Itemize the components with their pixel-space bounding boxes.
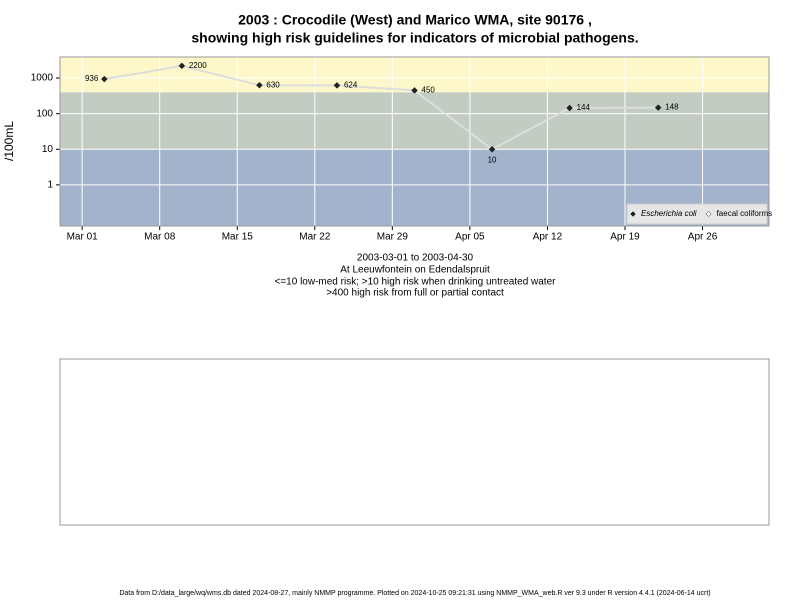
data-point bbox=[178, 62, 186, 70]
x-tick-label: Apr 05 bbox=[455, 232, 485, 243]
subtitle: <=10 low-med risk; >10 high risk when dr… bbox=[275, 277, 557, 288]
x-tick-label: Mar 22 bbox=[299, 232, 331, 243]
y-tick-label: 10 bbox=[42, 144, 54, 155]
chart-title: showing high risk guidelines for indicat… bbox=[191, 30, 638, 46]
legend-label: Escherichia coli bbox=[641, 209, 697, 218]
data-point bbox=[333, 81, 341, 89]
y-axis-label: /100mL bbox=[2, 121, 16, 161]
legend-box bbox=[626, 203, 768, 225]
x-tick-label: Mar 29 bbox=[377, 232, 409, 243]
empty-panel bbox=[59, 358, 770, 526]
x-tick-label: Apr 12 bbox=[533, 232, 563, 243]
legend-marker bbox=[630, 211, 636, 217]
data-label: 144 bbox=[577, 103, 591, 112]
data-point bbox=[654, 104, 662, 111]
x-tick-label: Mar 01 bbox=[67, 232, 99, 243]
subtitle: 2003-03-01 to 2003-04-30 bbox=[357, 253, 474, 264]
legend-marker bbox=[705, 211, 712, 217]
x-tick-label: Mar 08 bbox=[144, 232, 176, 243]
series-line bbox=[104, 64, 659, 151]
risk-band bbox=[60, 92, 769, 150]
y-tick-label: 1000 bbox=[31, 73, 54, 84]
data-label: 148 bbox=[665, 103, 679, 112]
data-label: 450 bbox=[422, 86, 436, 95]
y-tick-label: 100 bbox=[36, 108, 53, 119]
data-label: 936 bbox=[85, 74, 99, 83]
y-tick-label: 1 bbox=[47, 180, 53, 191]
chart-title: 2003 : Crocodile (West) and Marico WMA, … bbox=[238, 12, 592, 28]
data-point bbox=[411, 87, 418, 94]
data-point bbox=[100, 75, 108, 83]
legend-label: faecal coliforms bbox=[717, 209, 773, 218]
data-label: 2200 bbox=[189, 61, 207, 70]
x-tick-label: Apr 26 bbox=[688, 232, 718, 243]
data-point bbox=[256, 81, 263, 89]
data-label: 10 bbox=[488, 155, 497, 164]
data-point bbox=[566, 104, 573, 112]
data-point bbox=[488, 145, 496, 153]
plot-frame bbox=[59, 56, 770, 227]
subtitle: >400 high risk from full or partial cont… bbox=[326, 288, 504, 299]
risk-band bbox=[60, 57, 769, 93]
footer: Data from D:/data_large/wq/wms.db dated … bbox=[119, 590, 710, 597]
data-label: 624 bbox=[344, 80, 358, 89]
x-tick-label: Apr 19 bbox=[610, 232, 640, 243]
subtitle: At Leeuwfontein on Edendalspruit bbox=[340, 265, 490, 276]
x-tick-label: Mar 15 bbox=[222, 232, 254, 243]
data-label: 630 bbox=[266, 80, 280, 89]
